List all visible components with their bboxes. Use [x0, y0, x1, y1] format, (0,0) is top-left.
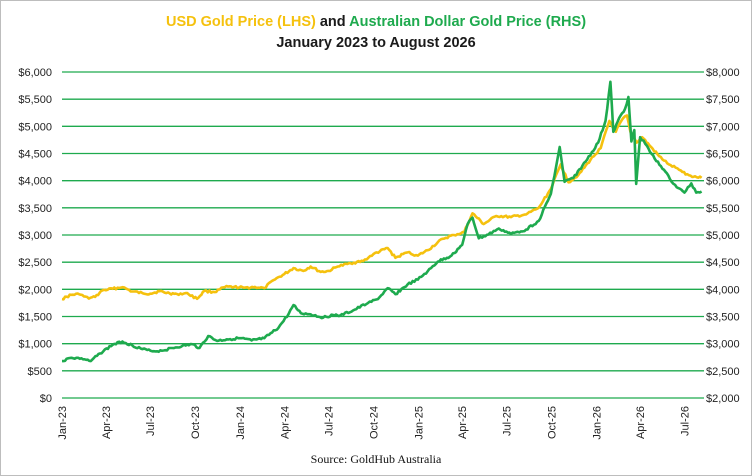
left-axis-tick-label: $1,500 [18, 312, 52, 324]
x-axis-tick-label: Oct-23 [190, 406, 202, 439]
chart-title-line: USD Gold Price (LHS) and Australian Doll… [0, 12, 752, 33]
x-axis-tick-label: Jul-25 [502, 406, 514, 436]
x-axis-tick-label: Jan-23 [57, 406, 69, 440]
left-axis-tick-label: $4,000 [18, 176, 52, 188]
right-axis-tick-label: $2,000 [706, 393, 740, 405]
x-axis-tick-label: Jul-26 [680, 406, 692, 436]
left-axis-tick-label: $0 [40, 393, 52, 405]
x-axis-tick-label: Apr-24 [279, 406, 291, 439]
left-axis-tick-label: $2,500 [18, 257, 52, 269]
right-axis-tick-label: $3,500 [706, 312, 740, 324]
left-axis-ticks: $0 $500 $1,000 $1,500 $2,000 $2,500 $3,000 $3,5… [18, 67, 52, 405]
left-axis-tick-label: $5,500 [18, 94, 52, 106]
x-axis-tick-label: Jan-24 [235, 406, 247, 440]
x-axis-tick-label: Oct-24 [368, 406, 380, 439]
right-axis-tick-label: $7,500 [706, 94, 740, 106]
right-axis-tick-label: $4,000 [706, 284, 740, 296]
aud-gold-price-line [62, 80, 703, 363]
x-axis-tick-label: Jul-23 [145, 406, 157, 436]
right-axis-tick-label: $6,000 [706, 176, 740, 188]
right-axis-tick-label: $6,500 [706, 149, 740, 161]
left-axis-tick-label: $1,000 [18, 339, 52, 351]
right-axis-tick-label: $5,000 [706, 230, 740, 242]
right-axis-tick-label: $4,500 [706, 257, 740, 269]
x-axis-tick-label: Apr-23 [101, 406, 113, 439]
right-axis-tick-label: $7,000 [706, 121, 740, 133]
left-axis-tick-label: $6,000 [18, 67, 52, 79]
x-axis-tick-label: Jul-24 [324, 406, 336, 436]
x-axis-tick-label: Apr-26 [635, 406, 647, 439]
right-axis-tick-label: $2,500 [706, 366, 740, 378]
left-axis-tick-label: $3,000 [18, 230, 52, 242]
gridlines [62, 71, 704, 399]
left-axis-tick-label: $500 [28, 366, 52, 378]
series-lines [61, 80, 703, 363]
x-axis-tick-label: Jan-25 [413, 406, 425, 440]
x-axis-tick-label: Jan-26 [591, 406, 603, 440]
title-joiner: and [315, 14, 350, 30]
right-axis-tick-label: $5,500 [706, 203, 740, 215]
left-axis-tick-label: $4,500 [18, 149, 52, 161]
usd-gold-price-line [61, 114, 703, 301]
x-axis-tick-label: Oct-25 [546, 406, 558, 439]
source-note: Source: GoldHub Australia [310, 452, 442, 466]
right-axis-tick-label: $3,000 [706, 339, 740, 351]
left-axis-tick-label: $3,500 [18, 203, 52, 215]
x-axis-tick-label: Apr-25 [457, 406, 469, 439]
usd-series-title: USD Gold Price (LHS) [165, 14, 316, 30]
aud-series-title: Australian Dollar Gold Price (RHS) [349, 14, 587, 30]
x-axis-ticks: Jan-23 Apr-23 Jul-23 Oct-23 Jan-24 Apr-24 Jul-… [57, 406, 692, 440]
chart-subtitle: January 2023 to August 2026 [276, 35, 476, 51]
left-axis-tick-label: $5,000 [18, 121, 52, 133]
right-axis-tick-label: $8,000 [706, 67, 740, 79]
left-axis-tick-label: $2,000 [18, 284, 52, 296]
chart-title: USD Gold Price (LHS) and Australian Doll… [0, 12, 752, 54]
right-axis-ticks: $2,000 $2,500 $3,000 $3,500 $4,000 $4,500 $5,0… [706, 67, 740, 405]
